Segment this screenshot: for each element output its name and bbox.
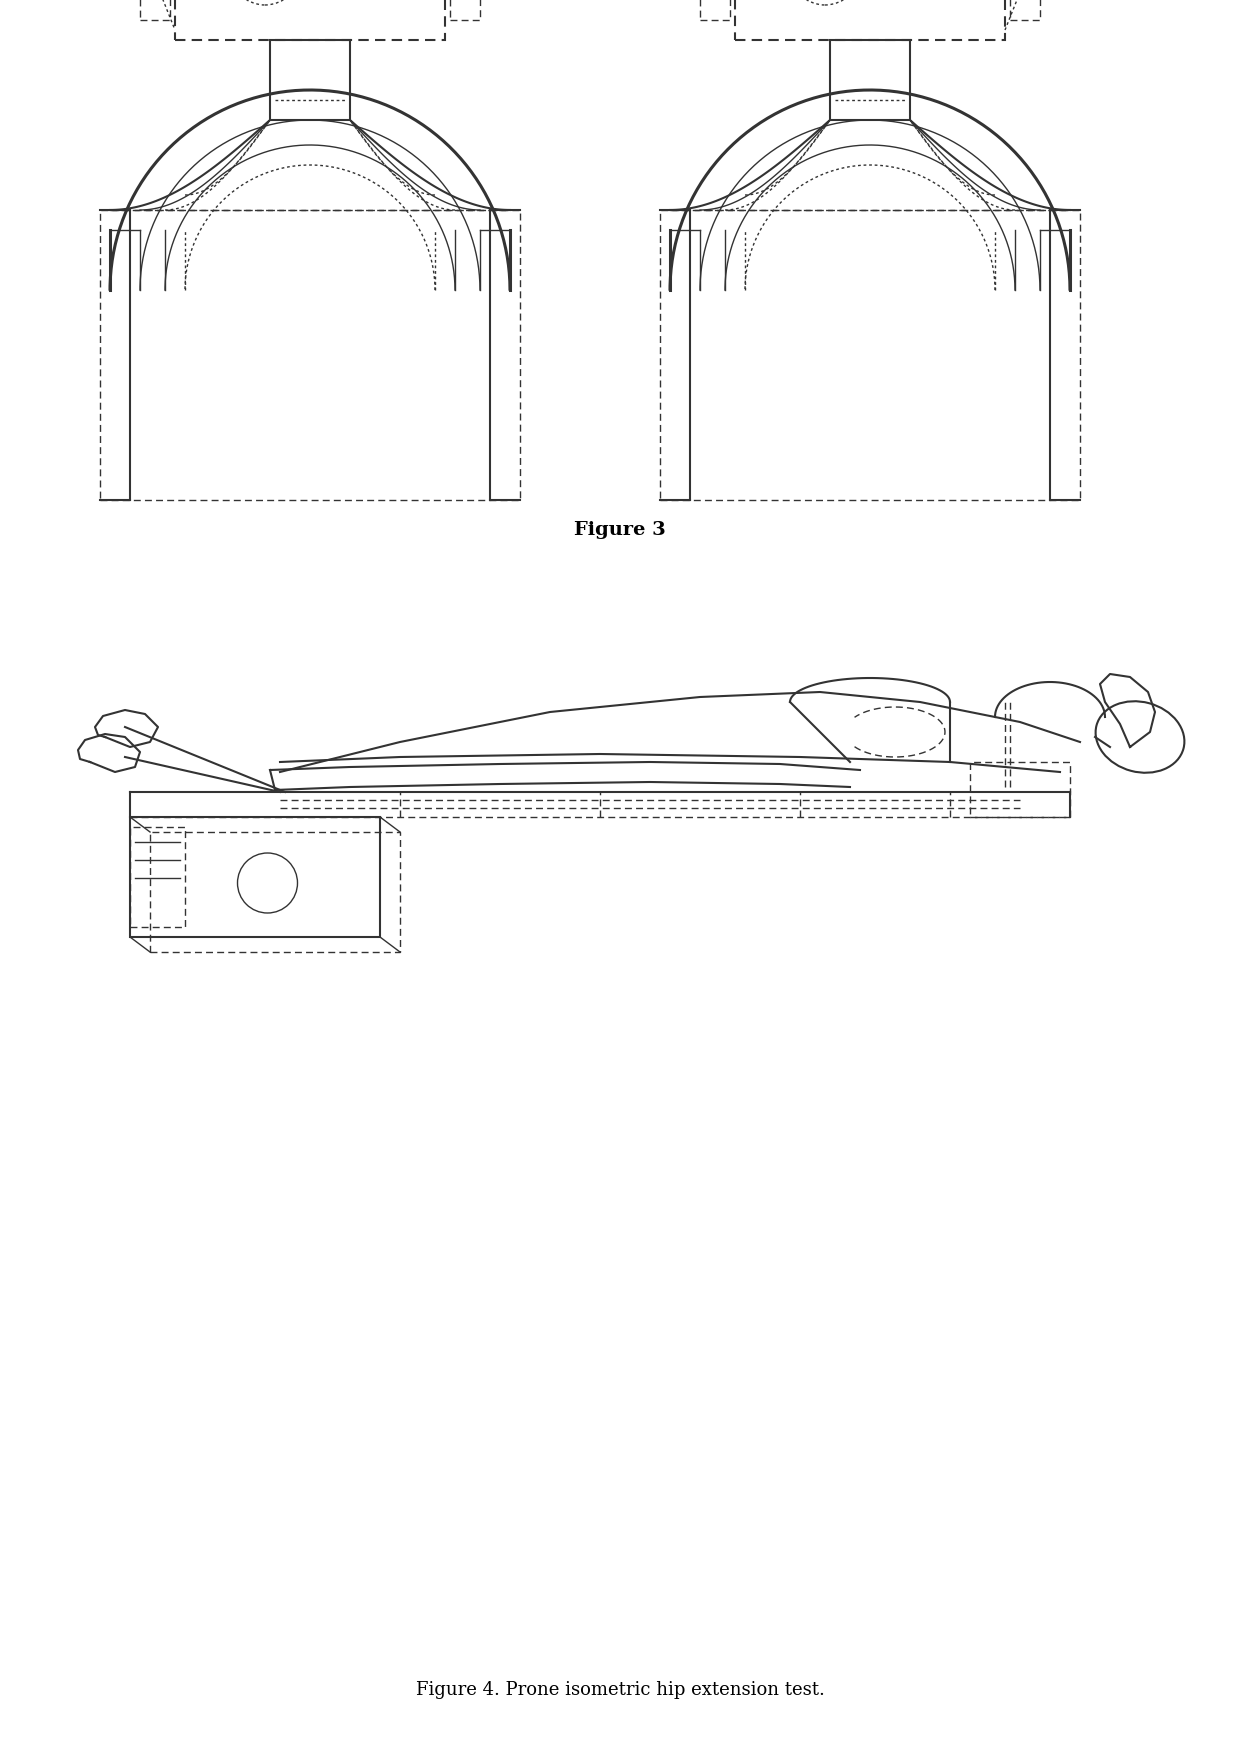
Bar <box>270 40 350 120</box>
Text: Figure 3: Figure 3 <box>574 521 666 538</box>
Bar <box>130 817 379 937</box>
Bar <box>970 761 1070 817</box>
Bar <box>1011 0 1040 19</box>
Bar <box>450 0 480 19</box>
Bar <box>830 40 910 120</box>
Bar <box>140 0 170 19</box>
Bar <box>660 211 1080 500</box>
Bar <box>735 0 1004 40</box>
Bar <box>130 827 185 927</box>
Bar <box>175 0 445 40</box>
Bar <box>150 833 401 951</box>
Bar <box>701 0 730 19</box>
Bar <box>100 211 520 500</box>
Text: Figure 4. Prone isometric hip extension test.: Figure 4. Prone isometric hip extension … <box>415 1681 825 1698</box>
